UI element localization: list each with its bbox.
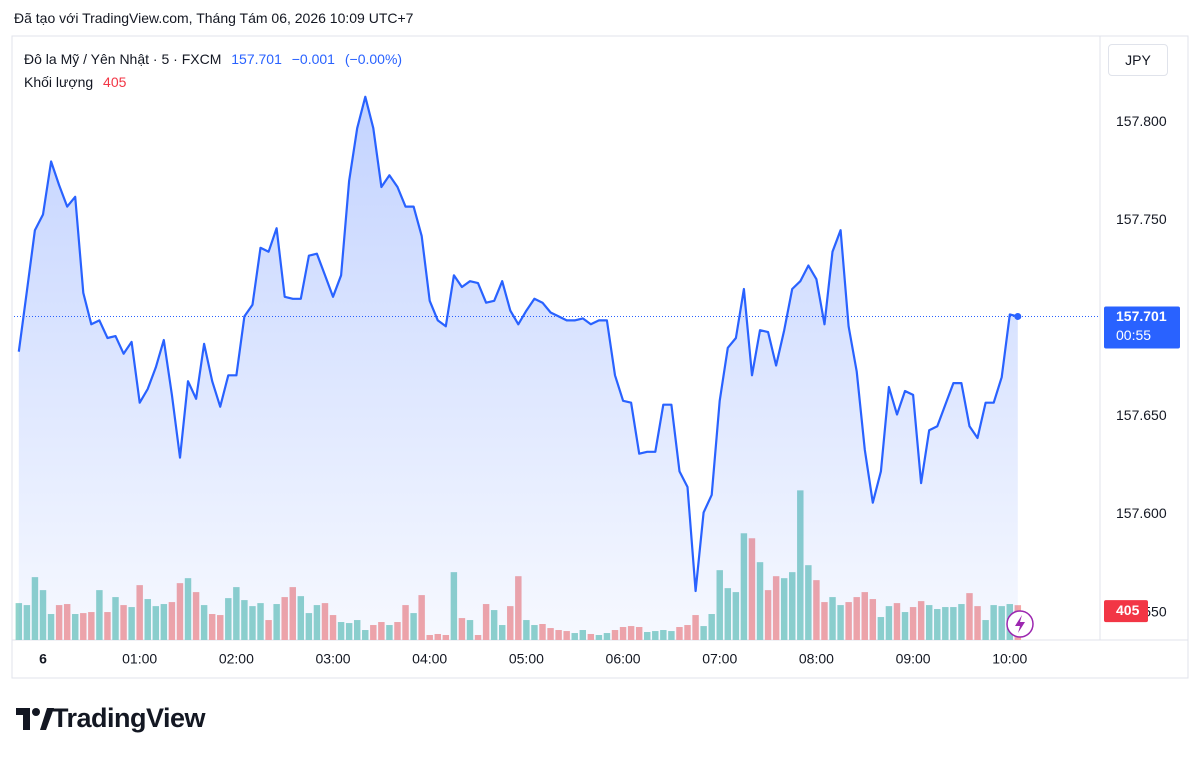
legend-change-percent: (−0.00%) <box>344 51 403 67</box>
price-line <box>17 95 1019 593</box>
snapshot-header: Đã tạo với TradingView.com, Tháng Tám 06… <box>14 10 414 26</box>
logo-icon <box>16 708 54 730</box>
x-tick-label: 04:00 <box>412 651 447 667</box>
legend-row: Khối lượng 405 <box>24 71 408 94</box>
price-layer <box>14 95 1100 641</box>
area-fill <box>18 96 1018 641</box>
legend-volume: 405 <box>103 74 127 90</box>
logo-text: TradingView <box>52 703 206 733</box>
y-tick-label: 157.600 <box>1116 505 1167 521</box>
legend-row: Đô la Mỹ / Yên Nhật · 5 · FXCM 157.701 −… <box>24 48 408 71</box>
legend: Đô la Mỹ / Yên Nhật · 5 · FXCM 157.701 −… <box>24 48 408 94</box>
x-tick-label: 6 <box>39 651 47 667</box>
currency-button[interactable]: JPY <box>1108 44 1168 76</box>
volume-name: Khối lượng <box>24 74 94 90</box>
x-tick-label: 09:00 <box>896 651 931 667</box>
countdown-label: 00:55 <box>1116 327 1151 343</box>
y-tick-label: 157.650 <box>1116 407 1167 423</box>
x-tick-label: 01:00 <box>122 651 157 667</box>
last-price-dot <box>1014 312 1022 320</box>
chart-frame <box>11 35 1189 679</box>
x-tick-label: 07:00 <box>702 651 737 667</box>
x-tick-label: 02:00 <box>219 651 254 667</box>
axis-layer: 157.550157.600157.650157.700157.750157.8… <box>39 113 1180 667</box>
price-label-box <box>1104 306 1180 349</box>
series-name: Đô la Mỹ / Yên Nhật · 5 · FXCM <box>24 51 222 67</box>
x-tick-label: 10:00 <box>992 651 1027 667</box>
x-tick-label: 08:00 <box>799 651 834 667</box>
x-tick-label: 05:00 <box>509 651 544 667</box>
legend-price: 157.701 <box>231 51 282 67</box>
x-tick-label: 03:00 <box>316 651 351 667</box>
y-tick-label: 157.750 <box>1116 211 1167 227</box>
legend-change: −0.001 <box>291 51 335 67</box>
volume-label-box <box>1104 600 1148 623</box>
x-tick-label: 06:00 <box>606 651 641 667</box>
volume-label: 405 <box>1116 602 1140 618</box>
y-tick-label: 157.800 <box>1116 113 1167 129</box>
price-label: 157.701 <box>1116 308 1167 324</box>
alert-icon-bolt <box>1015 615 1025 633</box>
